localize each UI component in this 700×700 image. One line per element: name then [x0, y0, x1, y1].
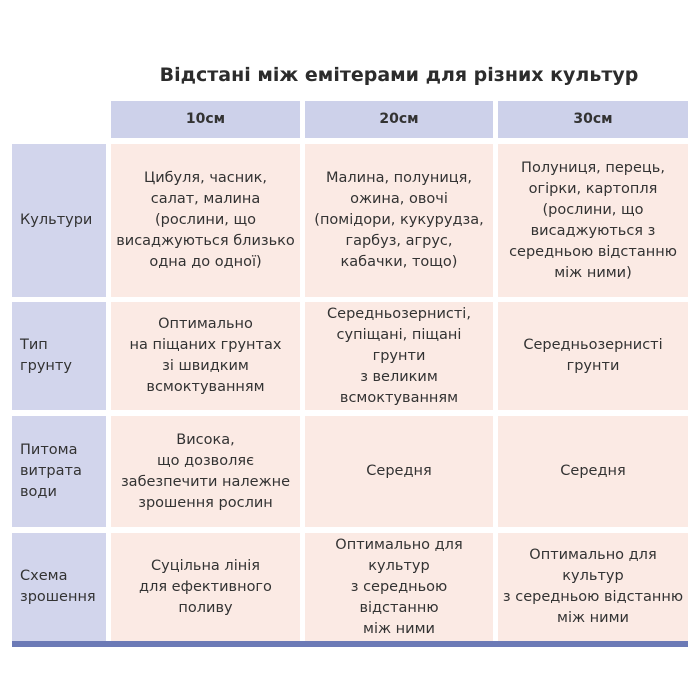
- row-label-water-use: Питома витрата води: [12, 416, 106, 527]
- row-label-cultures: Культури: [12, 144, 106, 297]
- table-cell: Суцільна лінія для ефективного поливу: [111, 533, 300, 641]
- table-cell: Середня: [498, 416, 688, 527]
- table-cell: Висока, що дозволяє забезпечити належне …: [111, 416, 300, 527]
- table-cell: Полуниця, перець, огірки, картопля (росл…: [498, 144, 688, 297]
- table-cell: Оптимально для культур з середньою відст…: [305, 533, 493, 641]
- bottom-divider: [12, 641, 688, 647]
- row-label-soil-type: Тип грунту: [12, 302, 106, 410]
- table-cell: Середньозернисті, супіщані, піщані грунт…: [305, 302, 493, 410]
- column-header-30cm: 30см: [498, 101, 688, 138]
- column-header-10cm: 10см: [111, 101, 300, 138]
- table-cell: Оптимально на піщаних грунтах зі швидким…: [111, 302, 300, 410]
- table-cell: Оптимально для культур з середньою відст…: [498, 533, 688, 641]
- table-cell: Цибуля, часник, салат, малина (рослини, …: [111, 144, 300, 297]
- column-header-20cm: 20см: [305, 101, 493, 138]
- table-cell: Середня: [305, 416, 493, 527]
- table-cell: Середньозернисті грунти: [498, 302, 688, 410]
- table-cell: Малина, полуниця, ожина, овочі (помідори…: [305, 144, 493, 297]
- table-title: Відстані між емітерами для різних культу…: [159, 64, 639, 86]
- row-label-irrigation-scheme: Схема зрошення: [12, 533, 106, 641]
